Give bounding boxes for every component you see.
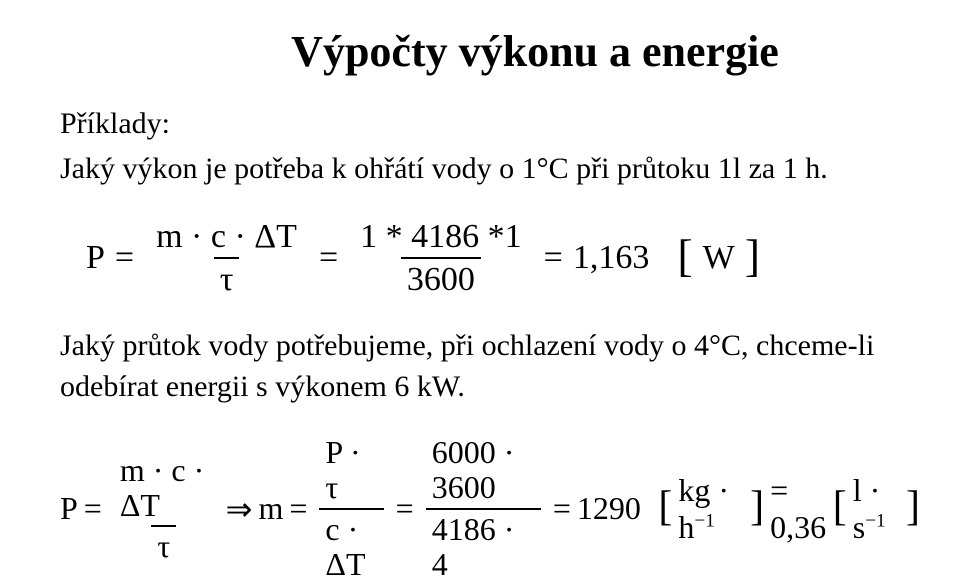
eq2-midresult: = 0,36 (770, 472, 827, 546)
eq1-frac1-num: m · c · ΔT (150, 218, 303, 257)
eq2-unit1: kg · h−1 (678, 472, 744, 546)
eq2-frac2-den: c · ΔT (319, 508, 383, 582)
equation-1: P = m · c · ΔT τ = 1 * 4186 *1 3600 = 1,… (86, 218, 920, 299)
equation-2: P = m · c · ΔT τ ⇒ m = P · τ c · ΔT = 60… (60, 435, 920, 582)
eq2-frac3-den: 4186 · 4 (426, 508, 541, 582)
eq1-frac2-den: 3600 (401, 257, 481, 298)
eq1-frac1-den: τ (214, 257, 240, 298)
eq1-frac2-num: 1 * 4186 *1 (354, 218, 528, 257)
eq2-frac1-den: τ (151, 525, 176, 564)
eq2-fraction-3: 6000 · 3600 4186 · 4 (426, 435, 541, 582)
eq1-lhs: P (86, 239, 105, 277)
equals-sign: = (115, 239, 134, 277)
eq2-frac3-num: 6000 · 3600 (426, 435, 541, 507)
eq2-mid: m (258, 490, 283, 527)
equals-sign: = (289, 490, 307, 527)
equals-sign: = (319, 239, 338, 277)
eq2-result: 1290 (577, 490, 641, 527)
implies-icon: ⇒ (226, 490, 253, 528)
eq1-fraction-2: 1 * 4186 *1 3600 (354, 218, 528, 299)
eq1-result: 1,163 (573, 239, 650, 277)
eq2-frac2-num: P · τ (319, 435, 383, 507)
eq2-unit2: l · s−1 (853, 472, 900, 546)
examples-label: Příklady: (60, 107, 920, 141)
eq2-unit1-pre: kg · h (678, 472, 729, 545)
eq1-fraction-1: m · c · ΔT τ (150, 218, 303, 299)
equals-sign: = (544, 239, 563, 277)
equals-sign: = (553, 490, 571, 527)
page: Výpočty výkonu a energie Příklady: Jaký … (0, 0, 960, 584)
question-1: Jaký výkon je potřeba k ohřátí vody o 1°… (60, 149, 920, 190)
eq2-fraction-1: m · c · ΔT τ (114, 453, 214, 565)
equals-sign: = (84, 490, 102, 527)
eq2-unit1-exp: −1 (694, 510, 714, 531)
eq2-frac1-num: m · c · ΔT (114, 453, 214, 525)
eq1-unit: W (703, 239, 735, 277)
page-title: Výpočty výkonu a energie (150, 26, 920, 77)
eq2-lhs: P (60, 490, 78, 527)
eq2-fraction-2: P · τ c · ΔT (319, 435, 383, 582)
question-2: Jaký průtok vody potřebujeme, při ochlaz… (60, 326, 920, 407)
eq2-unit2-pre: l · s (853, 472, 881, 545)
eq2-unit2-exp: −1 (865, 510, 885, 531)
equals-sign: = (396, 490, 414, 527)
